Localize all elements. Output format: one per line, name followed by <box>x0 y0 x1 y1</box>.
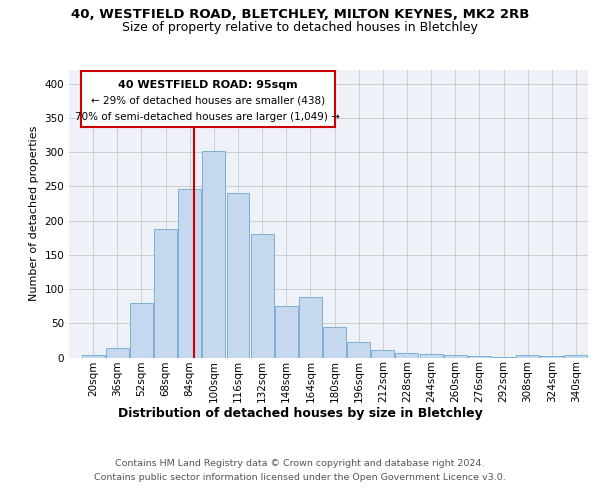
Bar <box>323 328 346 358</box>
Bar <box>227 193 250 358</box>
Bar <box>299 298 322 358</box>
Bar <box>395 354 418 358</box>
Text: 70% of semi-detached houses are larger (1,049) →: 70% of semi-detached houses are larger (… <box>76 112 340 122</box>
Text: Size of property relative to detached houses in Bletchley: Size of property relative to detached ho… <box>122 21 478 34</box>
Text: Contains HM Land Registry data © Crown copyright and database right 2024.: Contains HM Land Registry data © Crown c… <box>115 459 485 468</box>
Y-axis label: Number of detached properties: Number of detached properties <box>29 126 39 302</box>
Text: Contains public sector information licensed under the Open Government Licence v3: Contains public sector information licen… <box>94 473 506 482</box>
Text: ← 29% of detached houses are smaller (438): ← 29% of detached houses are smaller (43… <box>91 96 325 106</box>
Bar <box>419 354 443 358</box>
Bar <box>202 151 226 358</box>
Bar <box>178 189 201 358</box>
Bar <box>516 355 539 358</box>
Bar <box>82 355 104 358</box>
Bar <box>130 302 153 358</box>
Text: 40, WESTFIELD ROAD, BLETCHLEY, MILTON KEYNES, MK2 2RB: 40, WESTFIELD ROAD, BLETCHLEY, MILTON KE… <box>71 8 529 20</box>
Bar <box>275 306 298 358</box>
Text: Distribution of detached houses by size in Bletchley: Distribution of detached houses by size … <box>118 408 482 420</box>
Bar <box>492 357 515 358</box>
Bar <box>468 356 491 358</box>
Bar <box>371 350 394 358</box>
Bar <box>154 229 177 358</box>
Bar <box>541 356 563 358</box>
Bar <box>251 234 274 358</box>
Bar <box>444 355 467 358</box>
Text: 40 WESTFIELD ROAD: 95sqm: 40 WESTFIELD ROAD: 95sqm <box>118 80 298 90</box>
Bar <box>347 342 370 357</box>
Bar <box>106 348 129 358</box>
Bar <box>81 72 335 127</box>
Bar <box>565 356 587 358</box>
